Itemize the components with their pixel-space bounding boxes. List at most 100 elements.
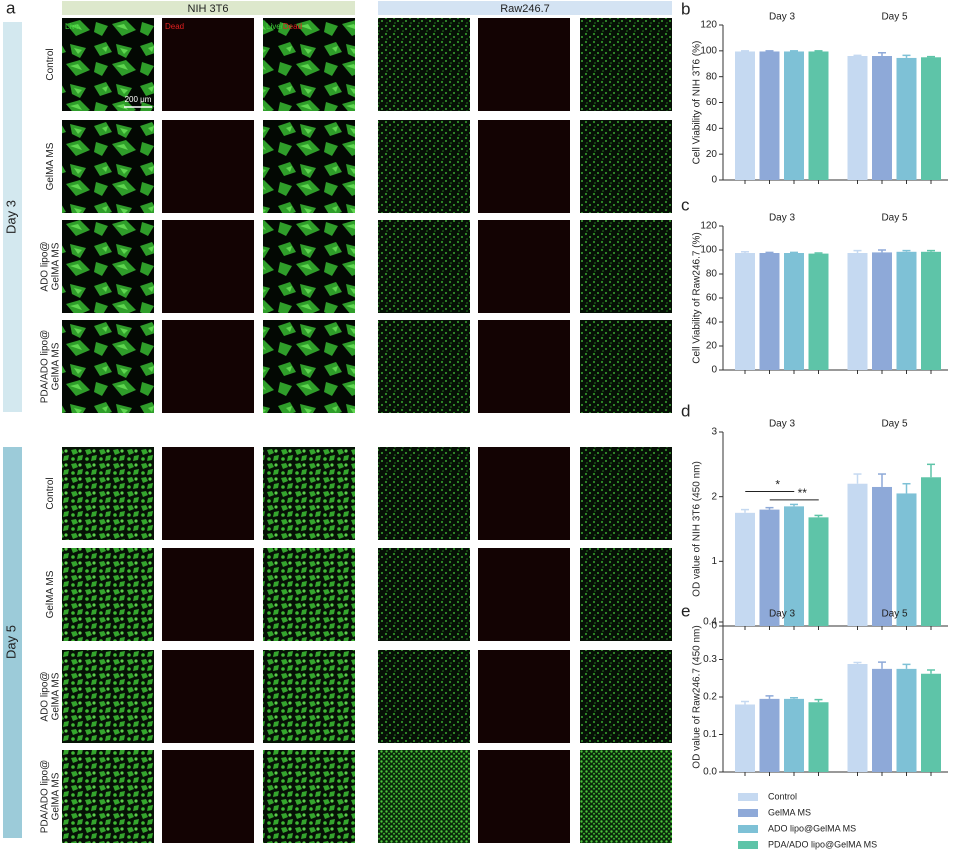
group-label: Day 5 <box>881 12 908 23</box>
micrograph <box>263 750 355 843</box>
column-header: Raw246.7 <box>500 3 550 15</box>
micrograph <box>580 548 672 641</box>
error-bar <box>814 252 823 254</box>
significance-label: ** <box>798 486 808 500</box>
micrograph <box>162 18 254 111</box>
bar <box>921 477 941 626</box>
overlay-dead: Dead <box>283 22 302 31</box>
y-axis-label: Cell Viability of Raw246.7 (%) <box>692 232 703 364</box>
bar <box>759 51 780 180</box>
y-tick-label: 2 <box>711 491 717 502</box>
row-label: ADO lipo@GelMA MS <box>39 671 61 721</box>
error-bar <box>927 669 935 674</box>
micrograph <box>62 750 154 843</box>
micrograph <box>580 220 672 313</box>
row-label: PDA/ADO lipo@GelMA MS <box>39 330 61 404</box>
row-label-line: ADO lipo@ <box>39 241 50 291</box>
bar <box>735 704 755 772</box>
bar <box>735 253 755 370</box>
error-bar <box>790 251 798 254</box>
group-label: Day 5 <box>881 213 908 224</box>
row-label: Control <box>45 477 56 509</box>
error-bar <box>814 698 823 703</box>
micrograph <box>62 650 154 743</box>
row-label-line: PDA/ADO lipo@ <box>39 330 50 404</box>
bar <box>847 56 868 180</box>
micrograph <box>378 548 470 641</box>
row-label-line: GelMA MS <box>45 570 56 618</box>
y-tick-label: 100 <box>700 245 717 256</box>
row-label-line: GelMA MS <box>50 672 61 720</box>
group-label: Day 3 <box>769 213 796 224</box>
micrograph <box>162 548 254 641</box>
y-tick-label: 0.4 <box>703 617 717 628</box>
error-bar <box>927 249 935 252</box>
error-bar <box>765 506 774 510</box>
y-tick-label: 120 <box>700 221 717 232</box>
micrograph <box>62 320 154 413</box>
micrograph <box>263 548 355 641</box>
y-tick-label: 80 <box>706 71 718 82</box>
legend-swatch <box>738 841 758 849</box>
y-axis-label: Cell Viability of NIH 3T6 (%) <box>692 41 703 165</box>
y-tick-label: 0 <box>711 175 717 186</box>
bar <box>921 251 941 370</box>
micrograph <box>263 18 355 111</box>
micrograph <box>580 320 672 413</box>
y-tick-label: 0.0 <box>703 767 717 778</box>
row-label-line: GelMA MS <box>50 772 61 820</box>
error-bar <box>878 473 886 487</box>
error-bar <box>853 249 862 253</box>
bar <box>847 253 868 370</box>
error-bar <box>902 663 911 669</box>
bar <box>896 668 917 772</box>
panel-label: b <box>681 0 690 18</box>
legend-swatch <box>738 809 758 817</box>
bar <box>921 673 941 772</box>
micrograph <box>263 220 355 313</box>
micrograph <box>378 447 470 540</box>
row-label: Control <box>45 48 56 80</box>
error-bar <box>902 54 911 58</box>
header-bar <box>62 1 355 15</box>
row-label-line: PDA/ADO lipo@ <box>39 760 50 834</box>
group-label: Day 5 <box>881 419 908 430</box>
micrograph <box>263 320 355 413</box>
y-tick-label: 0 <box>711 365 717 376</box>
error-bar <box>878 249 886 253</box>
row-label-line: GelMA MS <box>50 242 61 290</box>
micrograph <box>378 120 470 213</box>
micrograph <box>478 750 570 843</box>
error-bar <box>902 249 911 252</box>
overlay-label: Live/Dead <box>266 22 302 31</box>
y-axis-label: OD value of NIH 3T6 (450 nm) <box>692 461 703 597</box>
panel-label: a <box>6 0 16 17</box>
micrograph <box>378 650 470 743</box>
bar <box>759 509 780 626</box>
bar <box>872 252 892 370</box>
error-bar <box>741 50 749 52</box>
bar <box>759 698 780 772</box>
y-tick-label: 80 <box>706 269 718 280</box>
y-tick-label: 40 <box>706 317 718 328</box>
group-label: Day 3 <box>769 12 796 23</box>
legend-label: Control <box>768 791 797 801</box>
y-tick-label: 60 <box>706 97 718 108</box>
row-label-line: Control <box>45 48 56 80</box>
error-bar <box>790 503 798 507</box>
row-label: PDA/ADO lipo@GelMA MS <box>39 760 61 834</box>
error-bar <box>853 661 862 664</box>
micrograph <box>580 18 672 111</box>
error-bar <box>878 52 886 56</box>
bar <box>808 51 829 180</box>
micrograph <box>62 18 154 111</box>
micrograph <box>478 650 570 743</box>
error-bar <box>853 54 862 57</box>
day-bar <box>3 22 22 412</box>
y-tick-label: 1 <box>711 556 717 567</box>
y-tick-label: 40 <box>706 123 718 134</box>
micrograph <box>580 750 672 843</box>
error-bar <box>927 463 935 478</box>
error-bar <box>878 661 886 669</box>
